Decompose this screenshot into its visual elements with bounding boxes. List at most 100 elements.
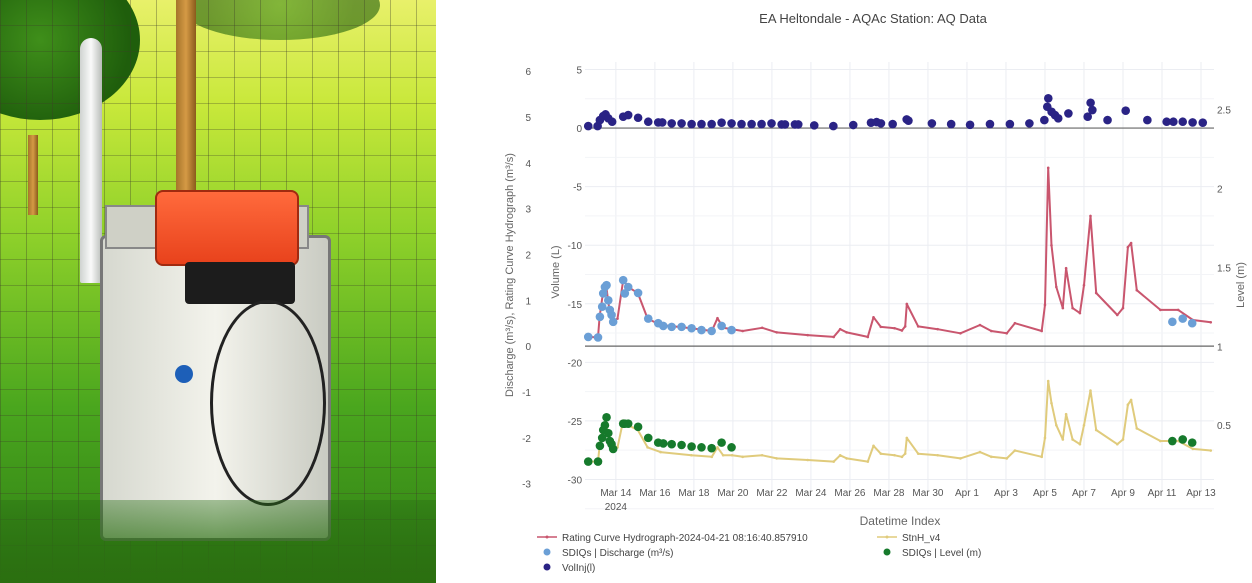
data-point — [607, 117, 617, 127]
series-2 — [583, 275, 1197, 342]
series-point — [1064, 412, 1068, 416]
data-point — [1040, 115, 1049, 125]
data-point — [717, 321, 726, 331]
data-point — [1168, 317, 1177, 327]
series-point — [900, 329, 904, 332]
data-point — [927, 119, 937, 128]
series-point — [1078, 311, 1082, 315]
series-0 — [586, 166, 1213, 339]
series-point — [916, 325, 920, 328]
data-point — [1086, 98, 1095, 108]
data-point — [1083, 112, 1092, 122]
series-point — [716, 316, 719, 320]
data-point — [593, 333, 603, 342]
volume-tick-label: -15 — [568, 300, 583, 311]
data-point — [697, 119, 706, 129]
x-tick-label: Mar 18 — [678, 488, 710, 499]
data-point — [633, 422, 643, 432]
data-point — [608, 317, 618, 327]
series-point — [1176, 308, 1180, 312]
data-point — [717, 118, 726, 127]
series-point — [1043, 303, 1047, 307]
data-point — [677, 119, 686, 128]
cable-coil — [210, 300, 326, 506]
x-axis-title: Datetime Index — [860, 514, 941, 528]
station-photo — [0, 0, 436, 583]
data-point — [667, 322, 676, 332]
series-point — [832, 460, 835, 463]
data-point — [667, 119, 676, 128]
series-point — [1135, 288, 1139, 292]
series-point — [900, 455, 904, 459]
series-point — [690, 453, 693, 457]
data-point — [687, 119, 696, 129]
discharge-tick-label: -2 — [522, 434, 531, 445]
series-point — [1089, 389, 1092, 392]
legend-item-sdiq-level[interactable]: SDIQs | Level (m) — [883, 548, 982, 559]
series-point — [659, 450, 662, 454]
data-point — [667, 439, 676, 449]
x-tick-year: 2024 — [605, 502, 628, 513]
series-point — [646, 446, 649, 449]
data-point — [757, 119, 766, 129]
series-point — [806, 333, 809, 337]
legend: Rating Curve Hydrograph-2024-04-21 08:16… — [537, 533, 981, 574]
data-point — [623, 419, 633, 428]
data-point — [727, 443, 736, 452]
level-tick-label: 0.5 — [1217, 421, 1231, 432]
chart-title: EA Heltondale - AQAc Station: AQ Data — [759, 11, 987, 26]
discharge-tick-label: 5 — [525, 113, 531, 124]
series-point — [1005, 457, 1009, 460]
legend-item-rating-curve[interactable]: Rating Curve Hydrograph-2024-04-21 08:16… — [537, 533, 808, 544]
data-point — [1043, 94, 1053, 103]
data-point — [876, 119, 886, 128]
y-axis-title-discharge: Discharge (m³/s), Rating Curve Hydrograp… — [504, 153, 516, 397]
data-point — [1198, 118, 1208, 127]
y-axis-title-level: Level (m) — [1235, 262, 1247, 308]
series-point — [1129, 241, 1133, 245]
label-sticker — [175, 365, 193, 383]
data-point — [583, 332, 593, 342]
legend-label: SDIQs | Discharge (m³/s) — [562, 548, 674, 559]
level-tick-label: 1.5 — [1217, 263, 1231, 274]
data-point — [620, 289, 630, 298]
volume-tick-label: 0 — [576, 124, 582, 135]
x-tick-label: Mar 20 — [717, 488, 749, 499]
data-point — [780, 120, 790, 129]
data-point — [1143, 115, 1152, 125]
series-point — [978, 323, 982, 327]
series-point — [1209, 320, 1213, 324]
series-point — [893, 453, 896, 457]
grass — [0, 500, 436, 583]
data-point — [687, 323, 696, 333]
legend-item-sdiq-discharge[interactable]: SDIQs | Discharge (m³/s) — [543, 548, 674, 559]
data-point — [643, 117, 653, 127]
data-point — [600, 420, 610, 430]
data-point — [1121, 106, 1130, 116]
data-point — [603, 295, 613, 305]
logger-case — [185, 262, 295, 304]
data-point — [1162, 117, 1171, 127]
data-point — [946, 119, 956, 129]
series-point — [879, 452, 883, 455]
series-point — [806, 458, 809, 462]
series-point — [1089, 214, 1092, 218]
data-point — [593, 457, 603, 466]
data-point — [643, 433, 653, 443]
series-point — [838, 327, 842, 331]
x-tick-label: Mar 26 — [834, 488, 866, 499]
series-point — [959, 457, 962, 460]
discharge-tick-label: 1 — [525, 296, 531, 307]
series-point — [1115, 313, 1119, 317]
data-point — [658, 439, 668, 448]
volume-tick-label: 5 — [576, 65, 582, 76]
data-point — [1178, 117, 1188, 127]
legend-item-stnh[interactable]: StnH_v4 — [877, 533, 941, 544]
data-point — [618, 275, 628, 285]
data-point — [603, 428, 613, 438]
series-point — [845, 331, 848, 334]
series-point — [1094, 291, 1098, 295]
legend-item-volinj[interactable]: VolInj(l) — [543, 563, 596, 574]
x-tick-label: Apr 11 — [1148, 488, 1177, 499]
series-point — [1040, 455, 1044, 459]
